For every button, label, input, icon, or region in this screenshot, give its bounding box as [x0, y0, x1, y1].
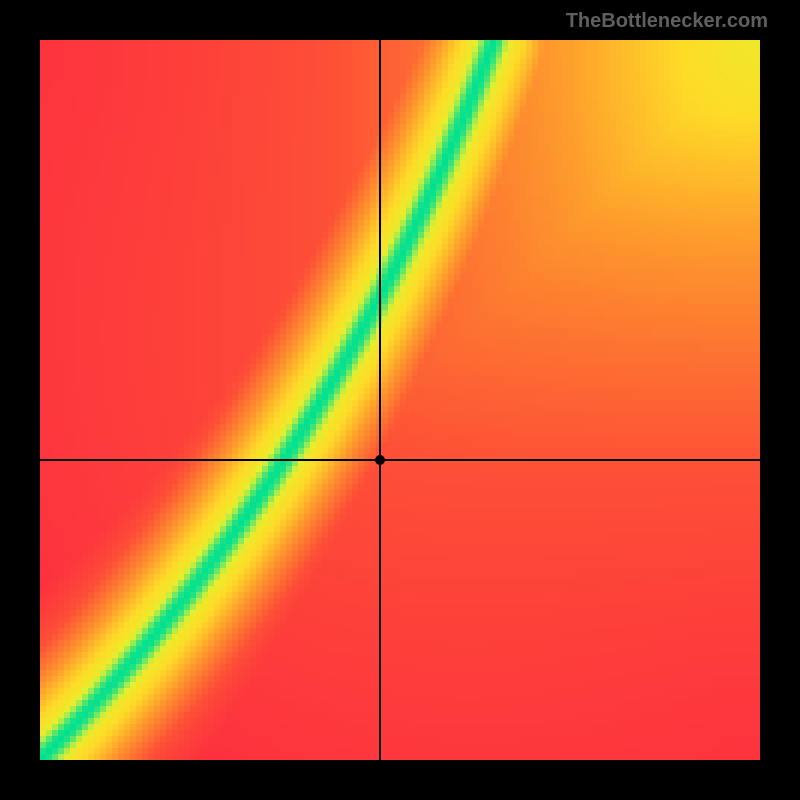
chart-container: { "watermark": { "text": "TheBottlenecke… [0, 0, 800, 800]
bottleneck-heatmap [40, 40, 760, 760]
watermark-text: TheBottlenecker.com [566, 10, 768, 33]
crosshair-vertical [379, 40, 381, 760]
crosshair-horizontal [40, 459, 760, 461]
crosshair-marker [375, 455, 385, 465]
